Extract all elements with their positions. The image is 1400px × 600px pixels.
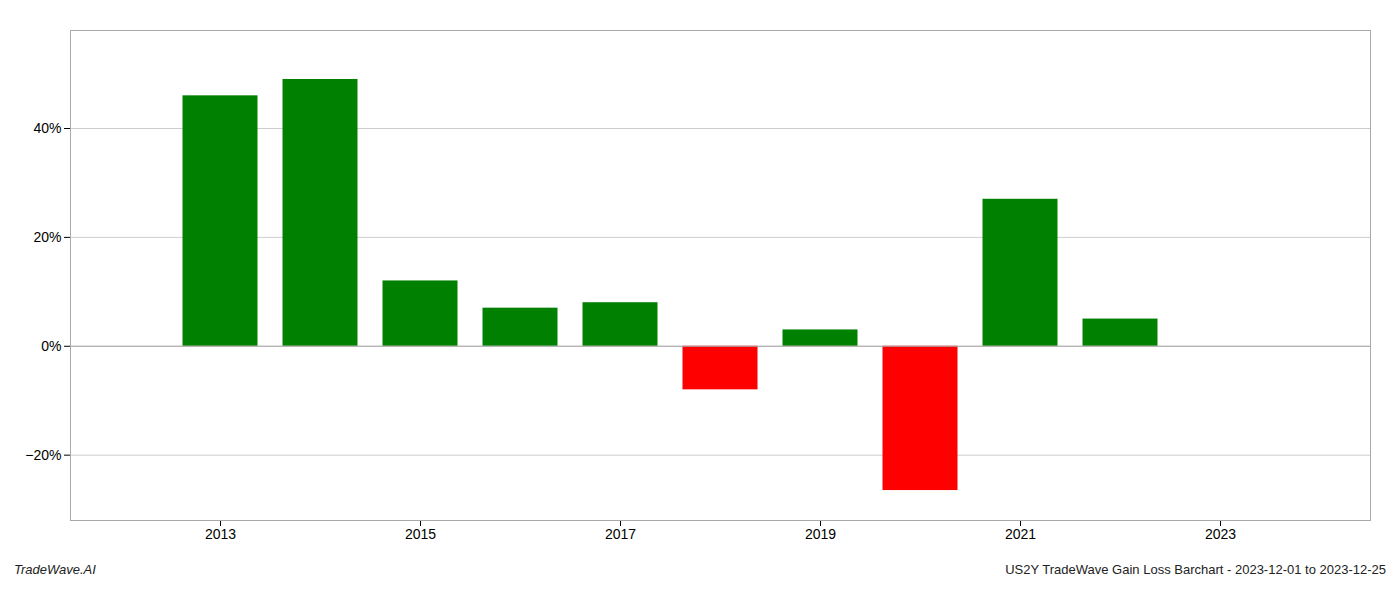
- svg-text:2017: 2017: [605, 526, 636, 542]
- svg-text:2019: 2019: [805, 526, 836, 542]
- svg-text:0%: 0%: [41, 338, 61, 354]
- svg-text:2013: 2013: [205, 526, 236, 542]
- html-text:US2Y TradeWave Gain Loss Barch: US2Y TradeWave Gain Loss Barchart - 2023…: [1005, 562, 1386, 577]
- svg-text:40%: 40%: [33, 120, 61, 136]
- svg-text:2021: 2021: [1005, 526, 1036, 542]
- html-text:TradeWave.AI: TradeWave.AI: [14, 562, 96, 577]
- svg-text:−20%: −20%: [25, 447, 61, 463]
- svg-text:2015: 2015: [405, 526, 436, 542]
- svg-text:20%: 20%: [33, 229, 61, 245]
- svg-text:2023: 2023: [1205, 526, 1236, 542]
